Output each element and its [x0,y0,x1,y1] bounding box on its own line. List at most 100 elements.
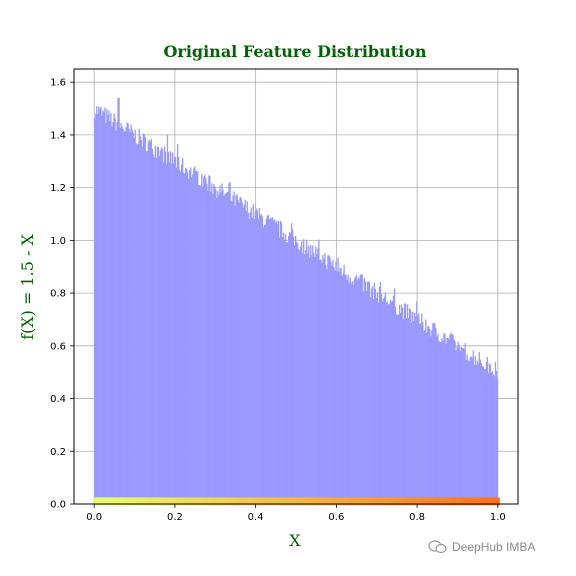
histogram-bar [243,204,245,504]
y-tick-label: 0.0 [50,500,66,511]
histogram-bar [463,349,465,504]
histogram-bar [222,189,224,504]
histogram-bar [264,224,267,504]
histogram-bar [392,295,395,504]
histogram-bar [464,343,466,504]
histogram-bar [301,241,303,504]
histogram-bar [441,338,443,504]
histogram-bar [461,347,463,504]
histogram-bar [371,286,373,504]
histogram-bar [330,261,332,504]
histogram-bar [399,312,402,504]
histogram-bar [425,319,427,504]
histogram-bar [287,236,290,504]
histogram-bar [426,332,428,504]
histogram-bar [326,269,328,504]
histogram-bar [327,255,329,504]
histogram-bar [289,233,292,505]
histogram-bar [303,239,305,505]
histogram-bar [466,354,468,504]
histogram-bar [162,162,165,505]
histogram-bar [332,259,334,504]
histogram-bar [487,373,490,504]
histogram-bar [446,338,448,504]
histogram-bar [378,287,381,504]
histogram-bar [171,152,174,504]
histogram-bar [143,134,145,504]
histogram-bar [100,106,102,504]
histogram-bar [115,130,117,504]
histogram-bar [325,264,327,504]
histogram-bar [315,246,317,504]
histogram-bar [204,174,206,504]
histogram-bar [116,122,118,504]
histogram-bar [472,350,474,504]
histogram-bar [393,288,396,504]
y-tick-label: 0.6 [50,341,66,352]
histogram-bar [408,317,410,504]
histogram-bar [190,167,192,504]
histogram-bar [290,223,293,504]
histogram-bar [230,200,232,504]
histogram-bar [202,186,204,504]
histogram-bar [455,350,457,504]
histogram-bar [136,144,138,505]
histogram-bar [430,336,432,504]
histogram-bar [447,337,449,504]
histogram-bar [159,150,162,505]
histogram-bar [372,299,374,504]
histogram-bar [163,146,166,505]
histogram-bar [279,220,282,504]
histogram-bar [414,312,416,504]
histogram-bar [124,131,126,504]
histogram-bar [94,118,96,505]
histogram-bar [193,168,195,505]
histogram-bar [340,268,342,504]
histogram-bar [452,334,454,504]
histogram-bar [380,293,383,504]
histogram-bar [179,171,182,504]
histogram-bar [131,129,133,504]
histogram-bar [192,174,194,504]
histogram-bar [241,201,243,504]
histogram-bar [388,303,391,504]
histogram-bar [98,106,100,504]
histogram-bar [138,128,140,504]
histogram-bar [459,351,461,504]
y-tick-label: 0.8 [50,289,66,300]
histogram-bar [271,217,274,504]
histogram-bar [196,170,198,504]
histogram-bar [114,117,116,504]
histogram-bar [129,131,131,504]
y-axis-label: f(X) = 1.5 - X [18,234,37,340]
histogram-bar [395,314,398,504]
histogram-bar [375,297,378,504]
histogram-bar [309,257,311,504]
histogram-bar [363,278,365,504]
histogram-bar [398,304,401,504]
histogram-bar [217,190,219,504]
x-tick-label: 0.4 [248,512,264,523]
histogram-bar [261,216,263,504]
histogram-bar [285,242,288,504]
histogram-bar [443,332,445,504]
histogram-bar [278,237,281,504]
histogram-bar [298,248,300,504]
histogram-bar [95,113,97,505]
histogram-bar [305,249,307,504]
histogram-bar [288,231,291,504]
histogram-bar [258,207,260,504]
histogram-bar [374,288,377,504]
histogram-bar [177,156,180,504]
histogram-bar [359,274,361,504]
histogram-bar [367,281,369,504]
histogram-bar [386,301,389,504]
x-tick-label: 0.6 [328,512,344,523]
histogram-bar [112,122,114,505]
histogram-bar [128,128,130,504]
histogram-bar [228,183,230,505]
histogram-bar [486,357,489,504]
histogram-bar [101,115,103,505]
histogram-bar [284,233,287,504]
histogram-bar [476,360,478,504]
